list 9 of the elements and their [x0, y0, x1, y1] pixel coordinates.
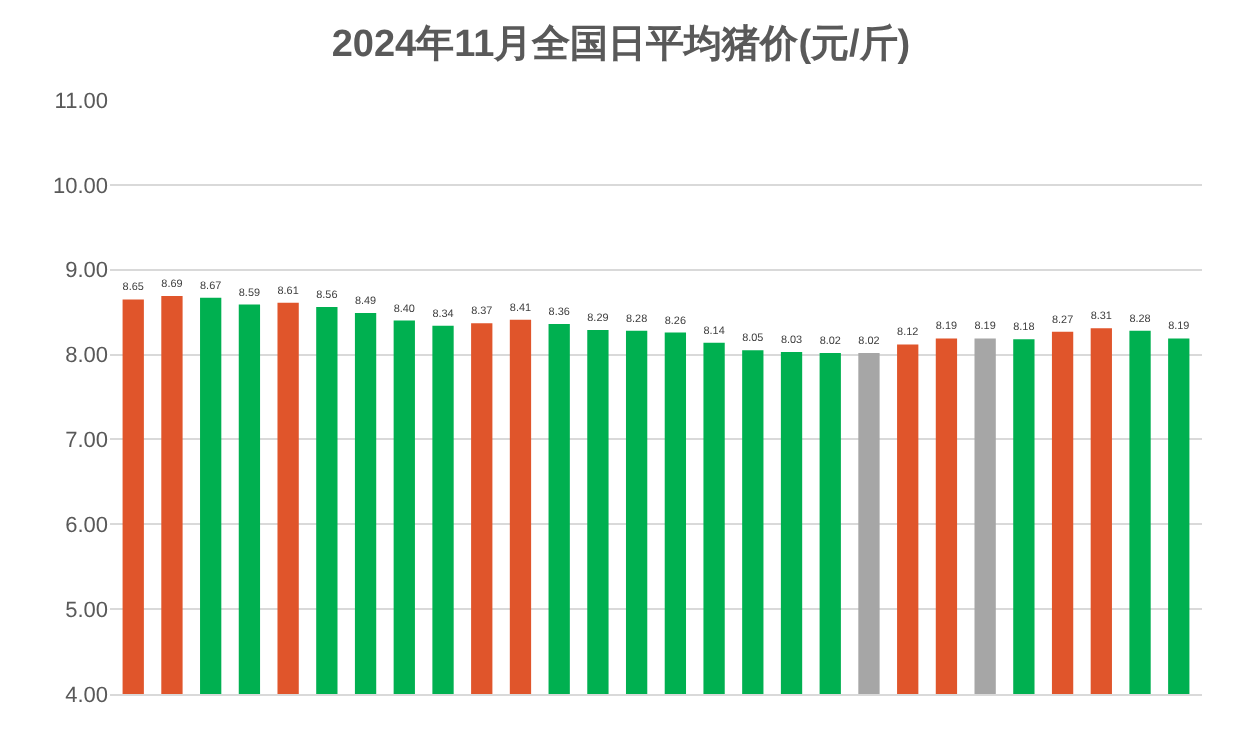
y-tick-label: 10.00	[52, 174, 108, 199]
chart-title: 2024年11月全国日平均猪价(元/斤)	[331, 22, 911, 67]
y-tick-label: 9.00	[65, 259, 108, 284]
y-tick-label: 5.00	[65, 598, 108, 623]
y-tick-label: 4.00	[65, 683, 108, 708]
y-tick-label: 6.00	[65, 513, 108, 538]
y-tick-label: 11.00	[54, 89, 108, 114]
y-tick-label: 8.00	[65, 344, 108, 369]
y-tick-label: 7.00	[65, 429, 108, 454]
